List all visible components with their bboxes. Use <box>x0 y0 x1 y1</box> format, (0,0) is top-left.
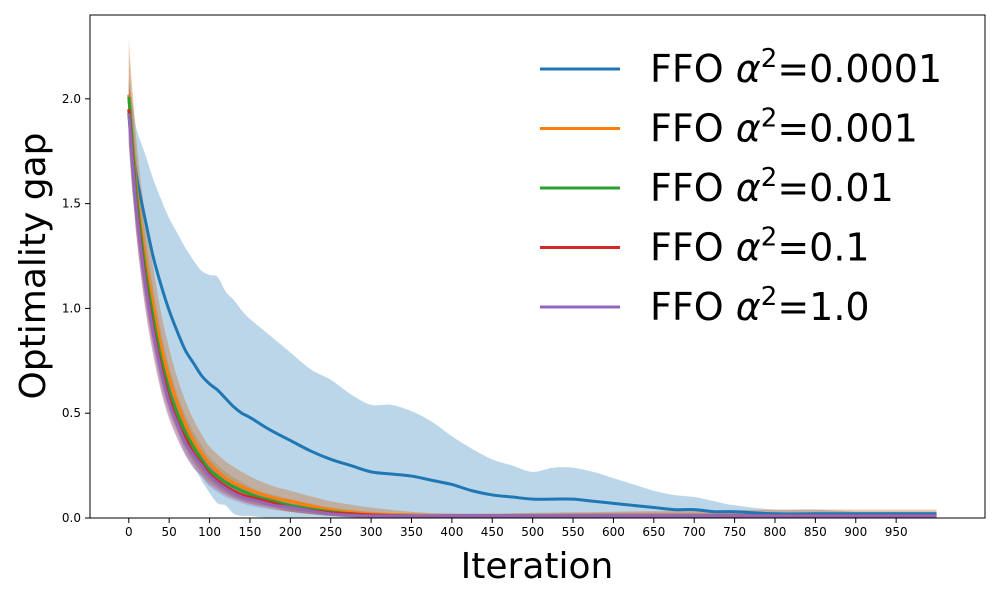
x-tick-label: 50 <box>162 525 177 539</box>
x-tick-label: 500 <box>521 525 544 539</box>
plot-frame <box>89 14 986 519</box>
x-tick-label: 550 <box>562 525 585 539</box>
x-tick-label: 400 <box>440 525 463 539</box>
legend-label-2: FFO α2=0.001 <box>650 104 918 151</box>
x-tick-label: 200 <box>279 525 302 539</box>
x-tick-label: 800 <box>764 525 787 539</box>
x-tick-label: 350 <box>400 525 423 539</box>
x-tick-label: 700 <box>683 525 706 539</box>
x-tick-label: 300 <box>360 525 383 539</box>
y-tick-label: 1.0 <box>62 301 81 315</box>
legend-label-4: FFO α2=0.1 <box>650 223 870 270</box>
line-series-5 <box>127 113 937 518</box>
x-tick-label: 100 <box>198 525 221 539</box>
x-tick-label: 600 <box>602 525 625 539</box>
x-axis-ticks: 0 50 100 150 200 250 300 350 400 450 500 550 600 650 7… <box>125 518 908 539</box>
x-tick-label: 750 <box>723 525 746 539</box>
x-tick-label: 900 <box>844 525 867 539</box>
y-axis-ticks: 0.0 0.5 1.0 1.5 2.0 <box>62 92 90 525</box>
x-tick-label: 450 <box>481 525 504 539</box>
y-tick-label: 2.0 <box>62 92 81 106</box>
x-tick-label: 650 <box>642 525 665 539</box>
x-axis-label: Iteration <box>461 546 614 587</box>
legend-label-3: FFO α2=0.01 <box>650 163 894 210</box>
x-tick-label: 950 <box>885 525 908 539</box>
line-series-1 <box>127 113 937 516</box>
x-tick-label: 850 <box>804 525 827 539</box>
y-tick-label: 0.0 <box>62 511 81 525</box>
legend-label-1: FFO α2=0.0001 <box>650 44 942 91</box>
series-lines <box>127 94 937 518</box>
band-series-1 <box>128 82 937 518</box>
plot-background <box>90 15 985 518</box>
legend-label-5: FFO α2=1.0 <box>650 282 870 329</box>
x-tick-label: 250 <box>319 525 342 539</box>
legend: FFO α2=0.0001 FFO α2=0.001 FFO α2=0.01 FFO … <box>540 44 942 329</box>
y-tick-label: 1.5 <box>62 197 81 211</box>
x-tick-label: 150 <box>238 525 261 539</box>
x-tick-label: 0 <box>125 525 133 539</box>
y-tick-label: 0.5 <box>62 406 81 420</box>
y-axis-label: Optimality gap <box>13 132 54 399</box>
